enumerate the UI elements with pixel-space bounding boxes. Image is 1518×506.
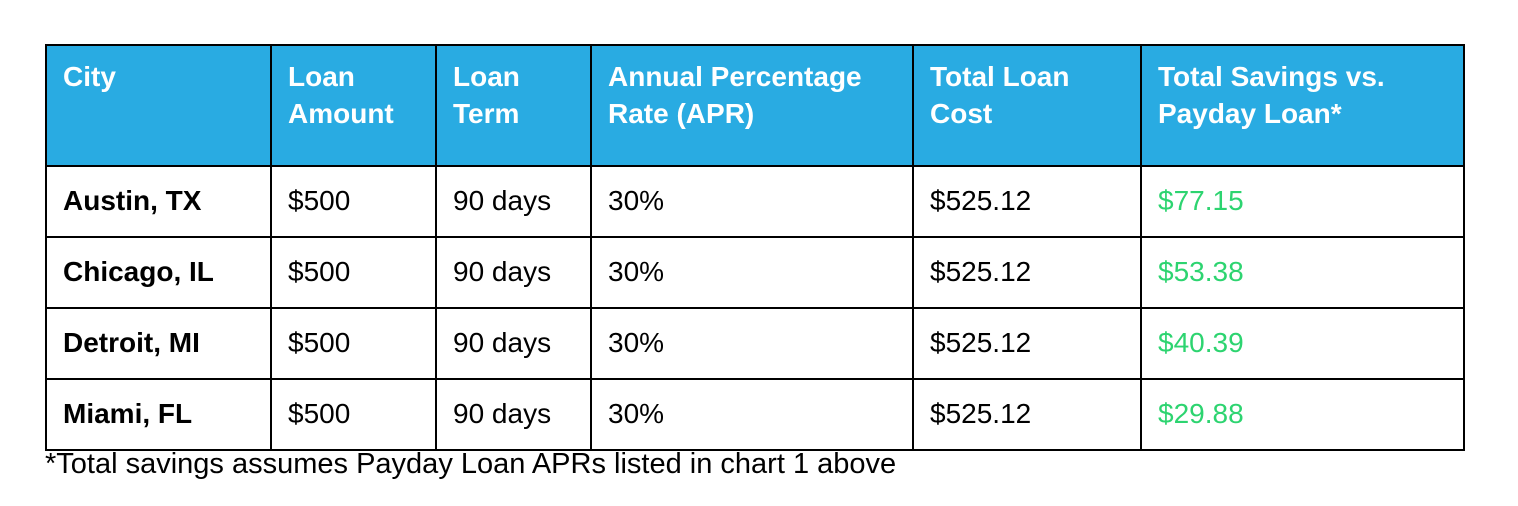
- cell-total-cost: $525.12: [912, 307, 1142, 380]
- column-header-total-savings: Total Savings vs. Payday Loan*: [1140, 44, 1465, 167]
- cell-loan-term: 90 days: [435, 236, 592, 309]
- table-row-chicago: Chicago, IL $500 90 days 30% $525.12 $53…: [45, 236, 1465, 309]
- column-header-total-cost: Total Loan Cost: [912, 44, 1142, 167]
- column-header-city: City: [45, 44, 272, 167]
- cell-loan-amount: $500: [270, 236, 437, 309]
- cell-apr: 30%: [590, 236, 914, 309]
- cell-loan-term: 90 days: [435, 165, 592, 238]
- loan-comparison-table: City Loan Amount Loan Term Annual Percen…: [45, 44, 1465, 451]
- loan-comparison-table-container: City Loan Amount Loan Term Annual Percen…: [45, 44, 1465, 451]
- cell-total-cost: $525.12: [912, 165, 1142, 238]
- cell-city: Detroit, MI: [45, 307, 272, 380]
- cell-loan-amount: $500: [270, 307, 437, 380]
- cell-apr: 30%: [590, 307, 914, 380]
- cell-loan-amount: $500: [270, 165, 437, 238]
- header-row: City Loan Amount Loan Term Annual Percen…: [45, 44, 1465, 167]
- cell-apr: 30%: [590, 378, 914, 451]
- cell-city: Miami, FL: [45, 378, 272, 451]
- cell-total-savings: $40.39: [1140, 307, 1465, 380]
- table-row-miami: Miami, FL $500 90 days 30% $525.12 $29.8…: [45, 378, 1465, 451]
- cell-loan-term: 90 days: [435, 307, 592, 380]
- cell-total-savings: $29.88: [1140, 378, 1465, 451]
- cell-city: Chicago, IL: [45, 236, 272, 309]
- table-footnote: *Total savings assumes Payday Loan APRs …: [45, 448, 897, 480]
- cell-total-cost: $525.12: [912, 378, 1142, 451]
- cell-apr: 30%: [590, 165, 914, 238]
- cell-loan-term: 90 days: [435, 378, 592, 451]
- column-header-loan-term: Loan Term: [435, 44, 592, 167]
- table-row-detroit: Detroit, MI $500 90 days 30% $525.12 $40…: [45, 307, 1465, 380]
- column-header-loan-amount: Loan Amount: [270, 44, 437, 167]
- table-row-austin: Austin, TX $500 90 days 30% $525.12 $77.…: [45, 165, 1465, 238]
- cell-total-savings: $53.38: [1140, 236, 1465, 309]
- cell-city: Austin, TX: [45, 165, 272, 238]
- cell-loan-amount: $500: [270, 378, 437, 451]
- column-header-apr: Annual Percentage Rate (APR): [590, 44, 914, 167]
- cell-total-savings: $77.15: [1140, 165, 1465, 238]
- cell-total-cost: $525.12: [912, 236, 1142, 309]
